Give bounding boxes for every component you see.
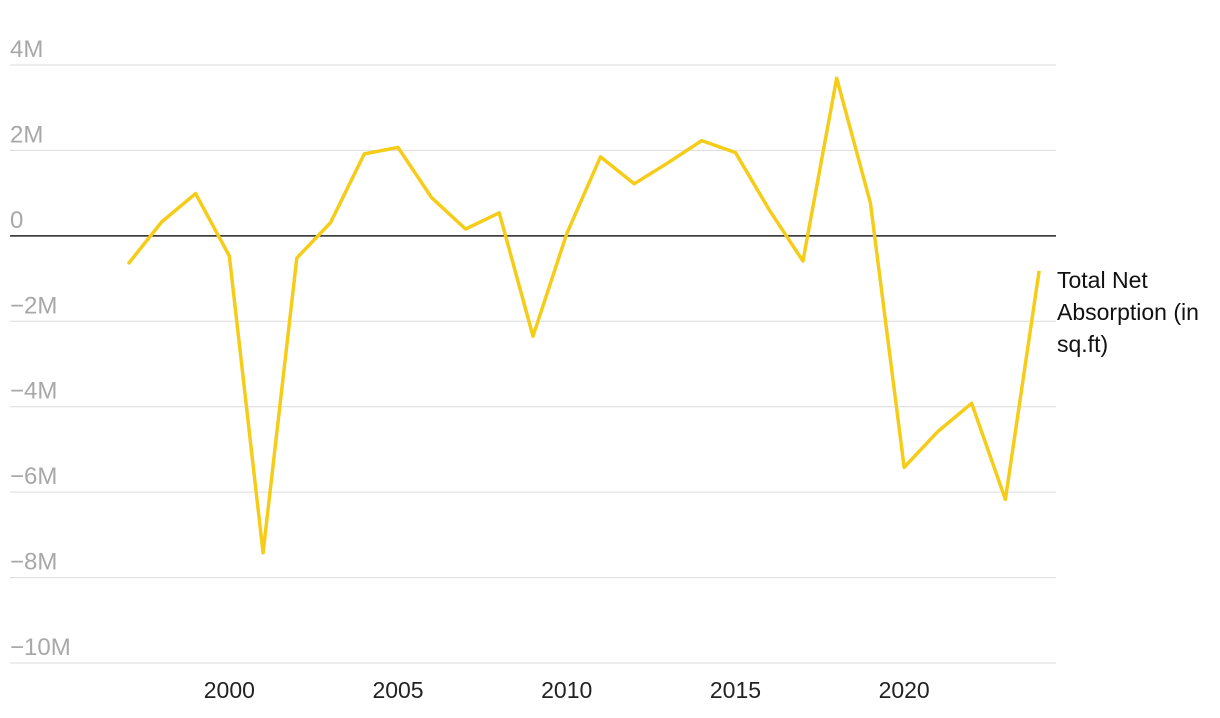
x-tick-label: 2015: [710, 677, 761, 703]
y-tick-label: −10M: [10, 634, 71, 661]
y-tick-label: −4M: [10, 378, 57, 405]
y-tick-label: −2M: [10, 292, 57, 319]
y-tick-label: 4M: [10, 36, 43, 63]
series-line: [126, 76, 1041, 555]
x-tick-label: 2010: [541, 677, 592, 703]
y-tick-label: −8M: [10, 549, 57, 576]
y-tick-label: 2M: [10, 121, 43, 148]
series-label: Total Net Absorption (in sq.ft): [1057, 267, 1199, 357]
x-tick-label: 2005: [372, 677, 423, 703]
y-tick-label: 0: [10, 207, 23, 234]
x-tick-label: 2000: [204, 677, 255, 703]
x-tick-label: 2020: [879, 677, 930, 703]
y-tick-label: −6M: [10, 463, 57, 490]
